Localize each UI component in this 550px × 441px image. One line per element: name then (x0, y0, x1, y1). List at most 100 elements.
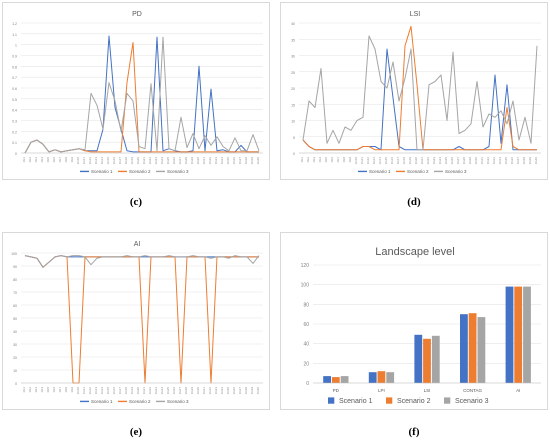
y-tick-label: 100 (301, 283, 310, 289)
x-tick-label: 1G36 (232, 387, 236, 395)
x-tick-label: 1G16 (112, 157, 116, 165)
y-tick-label: 10 (291, 120, 295, 124)
x-tick-label: 1G7 (336, 157, 340, 163)
y-tick-label: 0 (293, 152, 295, 156)
x-category-label: AI (516, 388, 520, 393)
x-tick-label: 1G2 (306, 157, 310, 163)
x-tick-label: 1G6 (330, 157, 334, 163)
y-tick-label: 20 (303, 361, 309, 367)
x-tick-label: 1G10 (76, 157, 80, 165)
x-tick-label: 1G6 (52, 387, 56, 393)
x-tick-label: 1G34 (220, 387, 224, 395)
x-tick-label: 1G1 (22, 387, 26, 393)
x-tick-label: 1G18 (402, 157, 406, 165)
y-tick-label: 70 (13, 291, 17, 295)
x-tick-label: 1G30 (474, 157, 478, 165)
y-tick-label: 30 (291, 55, 295, 59)
x-tick-label: 1G2 (28, 387, 32, 393)
x-tick-label: 1G15 (106, 387, 110, 395)
x-tick-label: 1G4 (318, 157, 322, 163)
chart-ai-panel: AI 0 10 20 30 40 50 60 70 80 90 100 1G1 1G2 1G3 1G4 1G5 1… (2, 232, 270, 410)
y-tick-label: 1.1 (12, 33, 17, 37)
x-tick-label: 1G3 (34, 387, 38, 393)
y-tick-label: 0.2 (12, 130, 17, 134)
x-tick-label: 1G22 (148, 387, 152, 395)
x-tick-label: 1G30 (196, 157, 200, 165)
x-tick-label: 1G11 (82, 387, 86, 394)
x-tick-label: 1G34 (498, 157, 502, 165)
x-tick-label: 1G14 (100, 387, 104, 395)
x-tick-label: 1G37 (238, 387, 242, 395)
y-tick-label: 0.8 (12, 65, 17, 69)
chart-title: AI (134, 241, 141, 248)
x-tick-label: 1G11 (360, 157, 364, 164)
x-tick-label: 1G17 (396, 157, 400, 165)
x-tick-label: 1G1 (22, 157, 26, 163)
x-tick-label: 1G20 (136, 157, 140, 165)
x-tick-label: 1G17 (118, 387, 122, 395)
x-tick-label: 1G26 (450, 157, 454, 165)
legend-swatch-3 (444, 397, 451, 404)
x-category-label: CONTAG (463, 388, 482, 393)
bar-ai-3 (523, 286, 531, 383)
y-tick-label: 20 (13, 356, 17, 360)
x-tick-label: 1G14 (100, 157, 104, 165)
caption-d: (d) (407, 196, 421, 208)
bar-contag-2 (468, 313, 477, 383)
x-tick-label: 1G32 (208, 157, 212, 165)
series-line-2 (24, 255, 259, 384)
x-tick-label: 1G10 (354, 157, 358, 165)
x-tick-label: 1G29 (468, 157, 472, 165)
y-tick-label: 60 (13, 304, 17, 308)
x-tick-label: 1G20 (136, 387, 140, 395)
bar-ai-2 (514, 286, 523, 383)
bar-lpi-2 (377, 371, 386, 383)
y-tick-label: 5 (293, 136, 295, 140)
x-tick-label: 1G23 (432, 157, 436, 165)
x-tick-label: 1G12 (88, 157, 92, 165)
chart-pd-panel: PD 0 0.1 0.2 0.3 0.4 0.5 0.6 0.7 0.8 0.9 1 1.1 1.2 1G1… (2, 2, 270, 180)
bar-lpi-1 (368, 372, 377, 383)
x-tick-label: 1G28 (184, 387, 188, 395)
x-tick-label: 1G18 (124, 387, 128, 395)
x-tick-label: 1G37 (516, 157, 520, 165)
x-tick-label: 1G8 (64, 387, 68, 393)
x-tick-label: 1G24 (160, 157, 164, 165)
x-tick-label: 1G30 (196, 387, 200, 395)
x-tick-label: 1G19 (130, 387, 134, 395)
x-tick-label: 1G17 (118, 157, 122, 165)
x-tick-label: 1G35 (504, 157, 508, 165)
x-tick-label: 1G24 (438, 157, 442, 165)
x-tick-label: 1G12 (366, 157, 370, 165)
x-tick-label: 1G27 (178, 157, 182, 165)
caption-e: (e) (129, 426, 143, 438)
y-tick-label: 80 (13, 278, 17, 282)
x-tick-label: 1G28 (462, 157, 466, 165)
x-tick-label: 1G29 (190, 157, 194, 165)
chart-title: LSI (410, 11, 421, 18)
x-tick-label: 1G6 (52, 157, 56, 163)
x-tick-label: 1G23 (154, 157, 158, 165)
chart-lsi-panel: LSI 0 5 10 15 20 25 30 35 40 1G1 1G2 1G3 1G4 1G5 1G6 1G7… (280, 2, 548, 180)
x-tick-label: 1G10 (76, 387, 80, 395)
y-tick-label: 30 (13, 343, 17, 347)
x-tick-label: 1G22 (148, 157, 152, 165)
bar-contag-1 (460, 314, 468, 383)
y-tick-label: 0.4 (12, 109, 17, 113)
y-tick-label: 0 (15, 382, 17, 386)
x-tick-label: 1G5 (324, 157, 328, 163)
x-tick-label: 1G40 (256, 157, 260, 165)
chart-title: Landscape level (375, 246, 455, 258)
x-tick-label: 1G8 (64, 157, 68, 163)
x-tick-label: 1G3 (34, 157, 38, 163)
x-tick-label: 1G24 (160, 387, 164, 395)
x-tick-label: 1G19 (130, 157, 134, 165)
legend-label-1: Scenario 1 (91, 399, 113, 404)
x-tick-label: 1G23 (154, 387, 158, 395)
x-tick-label: 1G25 (444, 157, 448, 165)
caption-f: (f) (408, 426, 420, 438)
x-category-label: LPI (378, 388, 385, 393)
x-tick-label: 1G15 (106, 157, 110, 165)
bar-lsi-3 (431, 335, 440, 383)
